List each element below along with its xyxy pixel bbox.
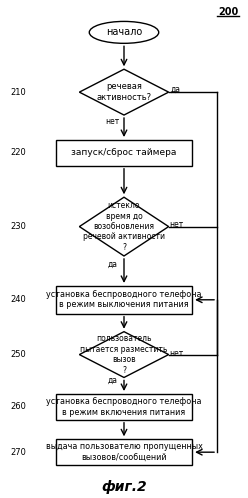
FancyBboxPatch shape <box>56 286 192 314</box>
FancyBboxPatch shape <box>56 439 192 465</box>
Text: истекло
время до
возобновления
речевой активности
?: истекло время до возобновления речевой а… <box>83 201 165 252</box>
Text: 250: 250 <box>10 350 26 359</box>
Text: пользователь
пытается разместить
вызов
?: пользователь пытается разместить вызов ? <box>80 335 168 374</box>
Text: 210: 210 <box>10 88 26 97</box>
Text: 240: 240 <box>10 295 26 304</box>
Text: начало: начало <box>106 27 142 37</box>
Text: 230: 230 <box>10 222 26 231</box>
Text: речевая
активность?: речевая активность? <box>96 83 152 102</box>
Text: нет: нет <box>169 220 183 229</box>
Polygon shape <box>79 197 169 256</box>
Text: выдача пользователю пропущенных
вызовов/сообщений: выдача пользователю пропущенных вызовов/… <box>46 443 202 462</box>
Text: фиг.2: фиг.2 <box>101 480 147 494</box>
Text: 260: 260 <box>10 402 26 411</box>
FancyBboxPatch shape <box>56 394 192 420</box>
Text: установка беспроводного телефона
в режим включения питания: установка беспроводного телефона в режим… <box>46 397 202 416</box>
Text: установка беспроводного телефона
в режим выключения питания: установка беспроводного телефона в режим… <box>46 290 202 309</box>
Ellipse shape <box>89 21 159 43</box>
Text: да: да <box>171 85 181 94</box>
FancyBboxPatch shape <box>56 140 192 166</box>
Text: запуск/сброс таймера: запуск/сброс таймера <box>71 148 177 157</box>
Text: нет: нет <box>169 349 183 358</box>
Text: да: да <box>108 259 118 268</box>
Text: 220: 220 <box>10 148 26 157</box>
Text: да: да <box>108 375 118 384</box>
Text: 200: 200 <box>218 7 238 17</box>
Text: 270: 270 <box>10 448 26 457</box>
Text: нет: нет <box>106 117 120 126</box>
Polygon shape <box>79 69 169 115</box>
Polygon shape <box>79 332 169 377</box>
